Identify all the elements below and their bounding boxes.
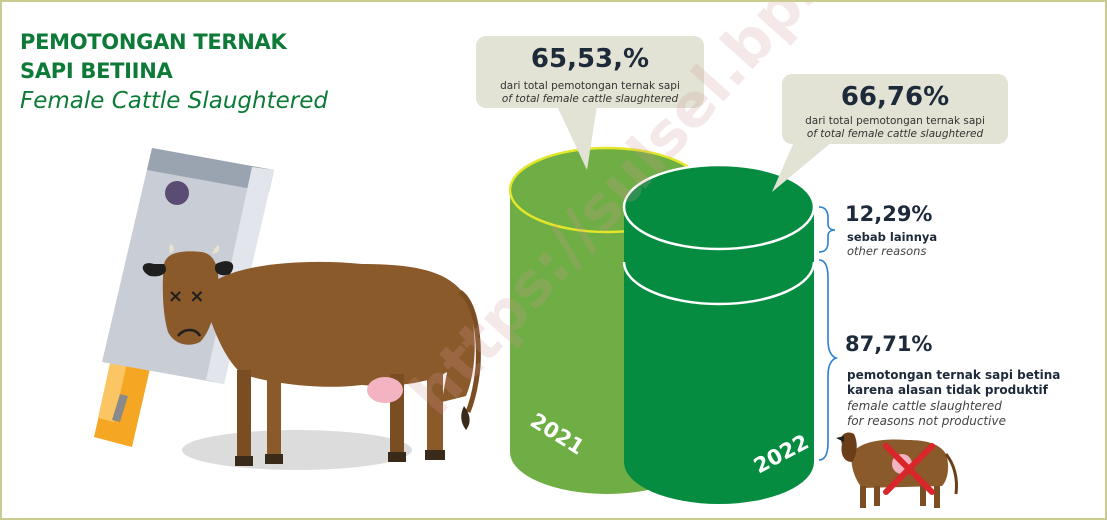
brace-other [818,206,836,253]
bubble-2022-value: 66,76% [840,82,950,112]
not-productive-label-en-1: female cattle slaughtered [847,399,1002,413]
bubble-2022-text-en: of total female cattle slaughtered [806,128,984,140]
other-value: 12,29% [845,202,933,226]
not-productive-label-id-1: pemotongan ternak sapi betina [847,368,1061,382]
other-label-id: sebab lainnya [847,230,938,244]
title-line-3: Female Cattle Slaughtered [20,88,328,114]
not-productive-label-en-2: for reasons not productive [847,414,1006,428]
not-productive-label-id-2: karena alasan tidak produktif [847,383,1048,397]
bubble-2021-shape [476,36,704,170]
bubble-2022-shape [772,74,1008,192]
svg-text:× ×: × × [168,286,204,307]
cross-icon [883,443,935,495]
not-productive-value: 87,71% [845,332,933,356]
other-label-en: other reasons [847,244,927,258]
bubble-2021-text-en: of total female cattle slaughtered [501,93,679,105]
cow-shadow [182,430,412,470]
small-cow-icon [836,432,958,508]
title-block: PEMOTONGAN TERNAK SAPI BETIINA Female Ca… [20,28,328,117]
dead-cow-icon: × × [142,244,481,466]
title-line-1: PEMOTONGAN TERNAK [20,30,287,54]
bubble-2021-text-id: dari total pemotongan ternak sapi [500,80,680,92]
brace-not-productive [818,259,839,461]
cylinder-2022 [622,163,816,504]
bubble-2022-text-id: dari total pemotongan ternak sapi [805,115,985,127]
title-line-2: SAPI BETIINA [20,59,173,83]
bubble-2021-value: 65,53,% [530,44,650,74]
